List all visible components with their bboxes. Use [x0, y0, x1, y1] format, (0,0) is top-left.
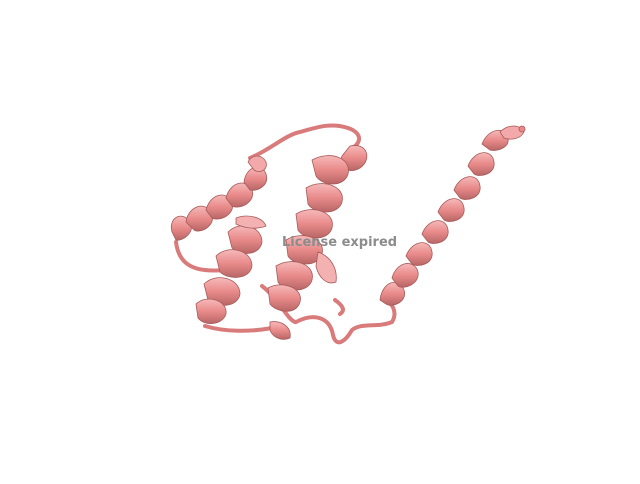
- license-watermark: License expired: [282, 235, 398, 250]
- helix-3: [195, 215, 291, 340]
- loop-top: [248, 123, 361, 160]
- loop-bottom-right: [294, 298, 397, 345]
- helix-1: [170, 155, 268, 241]
- coil-loops: [174, 123, 397, 345]
- helix-2: [267, 145, 368, 312]
- helix-4: [379, 125, 526, 306]
- loop-bottom: [203, 324, 274, 333]
- loop-tail: [333, 298, 345, 316]
